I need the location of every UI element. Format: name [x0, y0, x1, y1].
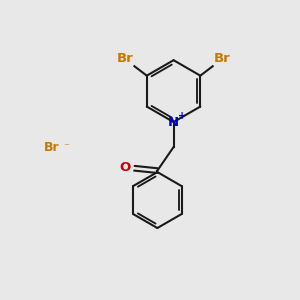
Text: O: O [120, 161, 131, 174]
Text: Br: Br [116, 52, 133, 65]
Text: N: N [168, 116, 179, 128]
Text: +: + [178, 111, 186, 121]
Text: Br: Br [214, 52, 231, 65]
Text: Br: Br [44, 141, 60, 154]
Text: ⁻: ⁻ [63, 142, 69, 152]
